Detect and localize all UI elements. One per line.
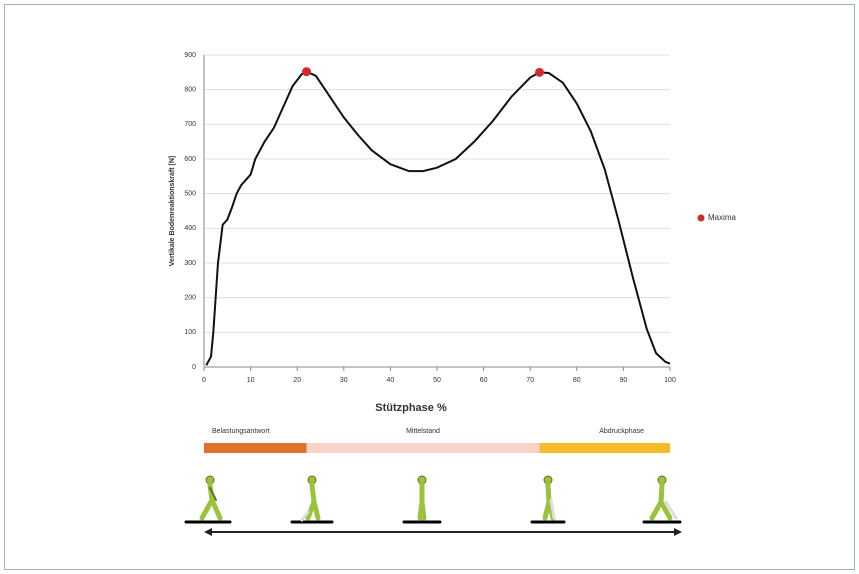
x-tick-label: 80	[573, 377, 581, 384]
x-tick-label: 60	[480, 377, 488, 384]
frame	[5, 5, 855, 570]
legend-marker	[698, 215, 705, 222]
y-tick-label: 100	[184, 329, 196, 336]
x-tick-label: 30	[340, 377, 348, 384]
y-tick-label: 200	[184, 295, 196, 302]
x-axis-label: Stützphase %	[375, 402, 447, 414]
y-tick-label: 800	[184, 87, 196, 94]
x-tick-label: 90	[620, 377, 628, 384]
y-tick-label: 500	[184, 191, 196, 198]
x-tick-label: 40	[387, 377, 395, 384]
y-tick-label: 400	[184, 225, 196, 232]
y-tick-label: 300	[184, 260, 196, 267]
x-tick-label: 10	[247, 377, 255, 384]
phase-label: Mittelstand	[406, 428, 440, 435]
phase-bar	[307, 443, 540, 453]
x-tick-label: 0	[202, 377, 206, 384]
phase-bar	[540, 443, 670, 453]
maximum-point	[535, 68, 544, 77]
y-tick-label: 0	[192, 364, 196, 371]
x-tick-label: 50	[433, 377, 441, 384]
direction-arrow	[204, 528, 682, 536]
phase-label: Abdruckphase	[599, 428, 644, 435]
page: Stützphase % Vertikale Bodenreaktionskra…	[0, 0, 859, 574]
y-tick-label: 900	[184, 52, 196, 59]
walkers	[186, 476, 680, 522]
y-tick-label: 600	[184, 156, 196, 163]
phase-bar	[204, 443, 307, 453]
phase-label: Belastungsantwort	[212, 428, 270, 435]
y-tick-label: 700	[184, 121, 196, 128]
x-tick-label: 100	[664, 377, 676, 384]
legend-label: Maxima	[708, 213, 737, 222]
x-tick-label: 20	[293, 377, 301, 384]
x-tick-label: 70	[526, 377, 534, 384]
maximum-point	[302, 67, 311, 76]
curve	[206, 72, 670, 366]
y-axis-label: Vertikale Bodenreaktionskraft [N]	[169, 156, 176, 266]
